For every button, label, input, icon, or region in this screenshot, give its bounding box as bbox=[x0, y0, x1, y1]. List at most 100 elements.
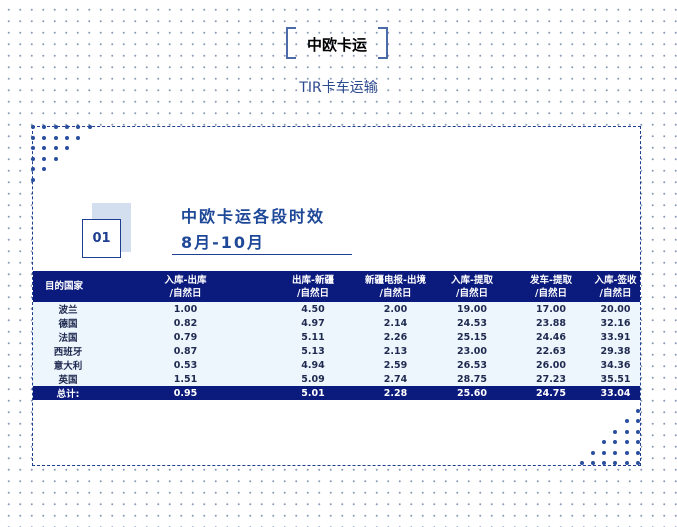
dot bbox=[42, 167, 47, 171]
value-cell: 22.63 bbox=[511, 344, 591, 358]
dot bbox=[613, 429, 618, 434]
dot bbox=[42, 135, 47, 140]
value-cell: 5.09 bbox=[268, 372, 358, 386]
value-cell: 26.53 bbox=[433, 358, 511, 372]
value-cell: 5.11 bbox=[268, 330, 358, 344]
dot bbox=[53, 146, 58, 150]
value-cell: 23.88 bbox=[511, 316, 591, 330]
timing-table: 目的国家 入库-出库/自然日 出库-新疆/自然日 新疆电报-出境/自然日 入库-提取/自… bbox=[33, 271, 640, 400]
country-cell: 意大利 bbox=[33, 358, 103, 372]
dot bbox=[31, 146, 35, 150]
dot bbox=[636, 408, 640, 413]
value-cell: 2.14 bbox=[358, 316, 433, 330]
table-row: 波兰 1.00 4.50 2.00 19.00 17.00 20.00 bbox=[33, 302, 640, 316]
brand-badge: 中欧卡运 bbox=[286, 27, 388, 61]
dot bbox=[602, 440, 607, 444]
dot bbox=[636, 419, 640, 423]
dot bbox=[87, 125, 92, 129]
column-header: 入库-提取/自然日 bbox=[433, 271, 511, 302]
value-cell: 1.00 bbox=[103, 302, 268, 316]
dot bbox=[624, 440, 629, 444]
value-cell: 2.74 bbox=[358, 372, 433, 386]
section-number: 01 bbox=[82, 219, 121, 258]
dot bbox=[613, 440, 618, 444]
value-cell: 19.00 bbox=[433, 302, 511, 316]
value-cell: 25.15 bbox=[433, 330, 511, 344]
title-underline bbox=[172, 254, 352, 255]
dot bbox=[636, 461, 640, 465]
dot bbox=[602, 461, 607, 465]
country-cell: 英国 bbox=[33, 372, 103, 386]
value-cell: 24.46 bbox=[511, 330, 591, 344]
dot bbox=[42, 125, 47, 129]
table-row: 意大利 0.53 4.94 2.59 26.53 26.00 34.36 bbox=[33, 358, 640, 372]
dot bbox=[31, 177, 35, 182]
value-cell: 29.38 bbox=[591, 344, 640, 358]
country-cell: 西班牙 bbox=[33, 344, 103, 358]
dot bbox=[31, 156, 35, 161]
dot bbox=[636, 429, 640, 434]
dot bbox=[31, 167, 35, 171]
dot bbox=[590, 461, 595, 465]
value-cell: 25.60 bbox=[433, 386, 511, 400]
value-cell: 24.75 bbox=[511, 386, 591, 400]
table-row: 德国 0.82 4.97 2.14 24.53 23.88 32.16 bbox=[33, 316, 640, 330]
dot bbox=[31, 125, 35, 129]
value-cell: 28.75 bbox=[433, 372, 511, 386]
column-header: 发车-提取/自然日 bbox=[511, 271, 591, 302]
country-cell: 德国 bbox=[33, 316, 103, 330]
dot bbox=[624, 461, 629, 465]
value-cell: 20.00 bbox=[591, 302, 640, 316]
value-cell: 33.91 bbox=[591, 330, 640, 344]
bracket-left bbox=[286, 27, 296, 59]
dot bbox=[636, 440, 640, 444]
bracket-right bbox=[378, 27, 388, 59]
dot bbox=[53, 135, 58, 140]
value-cell: 4.94 bbox=[268, 358, 358, 372]
column-header: 出库-新疆/自然日 bbox=[268, 271, 358, 302]
dot bbox=[624, 419, 629, 423]
value-cell: 2.28 bbox=[358, 386, 433, 400]
dot bbox=[76, 125, 81, 129]
value-cell: 0.79 bbox=[103, 330, 268, 344]
table-row: 英国 1.51 5.09 2.74 28.75 27.23 35.51 bbox=[33, 372, 640, 386]
section-title-text: 中欧卡运各段时效 bbox=[181, 207, 326, 226]
dot bbox=[31, 135, 35, 140]
value-cell: 0.95 bbox=[103, 386, 268, 400]
dot bbox=[76, 135, 81, 140]
value-cell: 23.00 bbox=[433, 344, 511, 358]
section-period: 8月-10月 bbox=[181, 233, 266, 252]
dot bbox=[42, 146, 47, 150]
column-header: 新疆电报-出境/自然日 bbox=[358, 271, 433, 302]
country-cell: 总计: bbox=[33, 386, 103, 400]
value-cell: 24.53 bbox=[433, 316, 511, 330]
dot bbox=[53, 125, 58, 129]
dot bbox=[579, 461, 584, 465]
brand-title: 中欧卡运 bbox=[306, 36, 367, 54]
column-header: 入库-出库/自然日 bbox=[103, 271, 268, 302]
value-cell: 0.82 bbox=[103, 316, 268, 330]
dot bbox=[64, 135, 69, 140]
value-cell: 5.01 bbox=[268, 386, 358, 400]
value-cell: 0.53 bbox=[103, 358, 268, 372]
table-row: 西班牙 0.87 5.13 2.13 23.00 22.63 29.38 bbox=[33, 344, 640, 358]
table-header-row: 目的国家 入库-出库/自然日 出库-新疆/自然日 新疆电报-出境/自然日 入库-提取/自… bbox=[33, 271, 640, 302]
content-card: 01 中欧卡运各段时效 8月-10月 目的国家 入库-出库/自然日 出库-新疆/自然… bbox=[31, 125, 641, 466]
subtitle: TIR卡车运输 bbox=[299, 80, 378, 96]
dot bbox=[636, 450, 640, 455]
dot bbox=[613, 461, 618, 465]
value-cell: 33.04 bbox=[591, 386, 640, 400]
value-cell: 2.00 bbox=[358, 302, 433, 316]
value-cell: 2.59 bbox=[358, 358, 433, 372]
dot bbox=[53, 156, 58, 161]
table-row: 法国 0.79 5.11 2.26 25.15 24.46 33.91 bbox=[33, 330, 640, 344]
country-cell: 法国 bbox=[33, 330, 103, 344]
value-cell: 17.00 bbox=[511, 302, 591, 316]
dot bbox=[613, 450, 618, 455]
dot bbox=[64, 125, 69, 129]
value-cell: 4.50 bbox=[268, 302, 358, 316]
value-cell: 2.26 bbox=[358, 330, 433, 344]
dot bbox=[590, 450, 595, 455]
value-cell: 32.16 bbox=[591, 316, 640, 330]
dot bbox=[624, 450, 629, 455]
